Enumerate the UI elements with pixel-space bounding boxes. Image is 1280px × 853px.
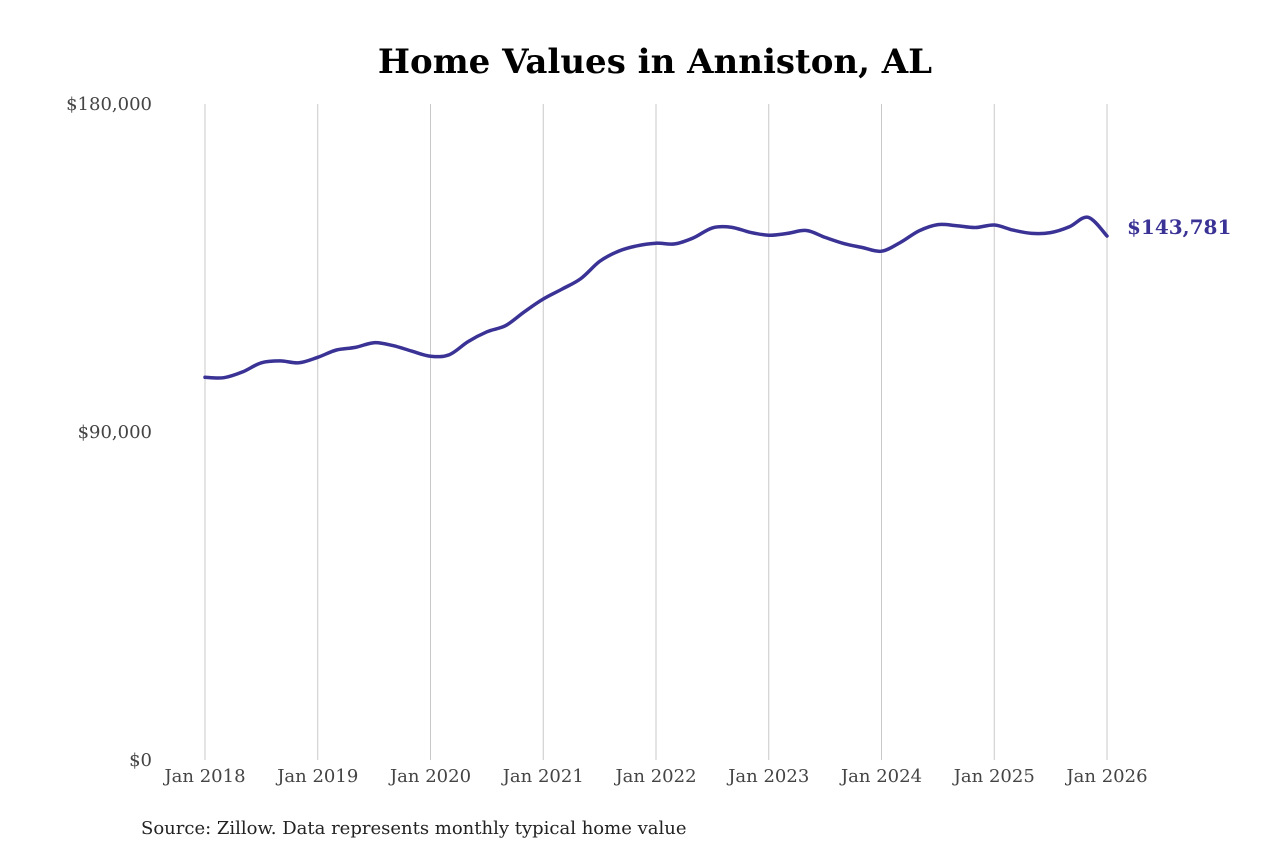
x-tick-label: Jan 2022: [613, 766, 696, 787]
source-note: Source: Zillow. Data represents monthly …: [141, 818, 687, 839]
x-tick-label: Jan 2019: [275, 766, 358, 787]
home-value-line: [203, 215, 1109, 380]
x-tick-label: Jan 2021: [501, 766, 584, 787]
x-tick-label: Jan 2024: [839, 766, 922, 787]
x-tick-label: Jan 2018: [162, 766, 245, 787]
y-tick-label: $0: [129, 750, 152, 771]
y-tick-label: $180,000: [66, 94, 152, 115]
y-tick-label: $90,000: [78, 422, 152, 443]
x-tick-label: Jan 2026: [1064, 766, 1147, 787]
x-tick-label: Jan 2020: [388, 766, 471, 787]
x-tick-label: Jan 2023: [726, 766, 809, 787]
y-axis-ticks: $0 $90,000 $180,000: [66, 94, 152, 771]
x-axis-ticks: Jan 2018 Jan 2019 Jan 2020 Jan 2021 Jan 2022…: [162, 766, 1147, 787]
latest-value-label: $143,781: [1127, 215, 1231, 239]
chart-title: Home Values in Anniston, AL: [378, 42, 932, 82]
gridlines: [204, 104, 1108, 760]
x-tick-label: Jan 2025: [952, 766, 1035, 787]
